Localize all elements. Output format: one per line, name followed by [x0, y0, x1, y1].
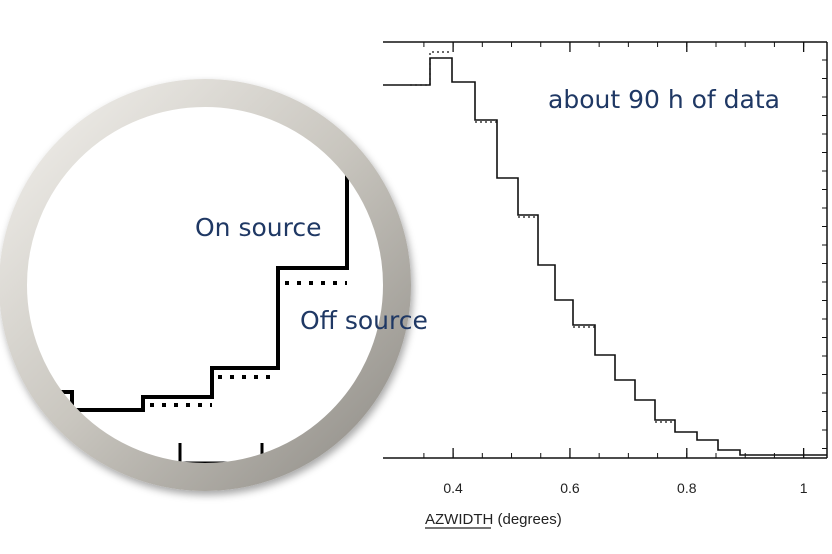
- chart: about 90 h of data AZWIDTH (degrees) On …: [0, 0, 832, 554]
- annotation: Off source: [300, 306, 428, 335]
- annotation: about 90 h of data: [548, 85, 780, 114]
- x-tick-label: 1: [800, 480, 808, 496]
- x-axis-label: AZWIDTH (degrees): [425, 511, 562, 528]
- annotation: On source: [195, 213, 322, 242]
- x-tick-label: 0.4: [443, 480, 463, 496]
- x-tick-label: 0.8: [677, 480, 697, 496]
- x-tick-label: 0.6: [560, 480, 580, 496]
- magnifier: On source Off source: [13, 75, 428, 527]
- histogram-step: [383, 58, 827, 455]
- lens-ring: [13, 93, 397, 477]
- zoom-digit: [310, 483, 342, 527]
